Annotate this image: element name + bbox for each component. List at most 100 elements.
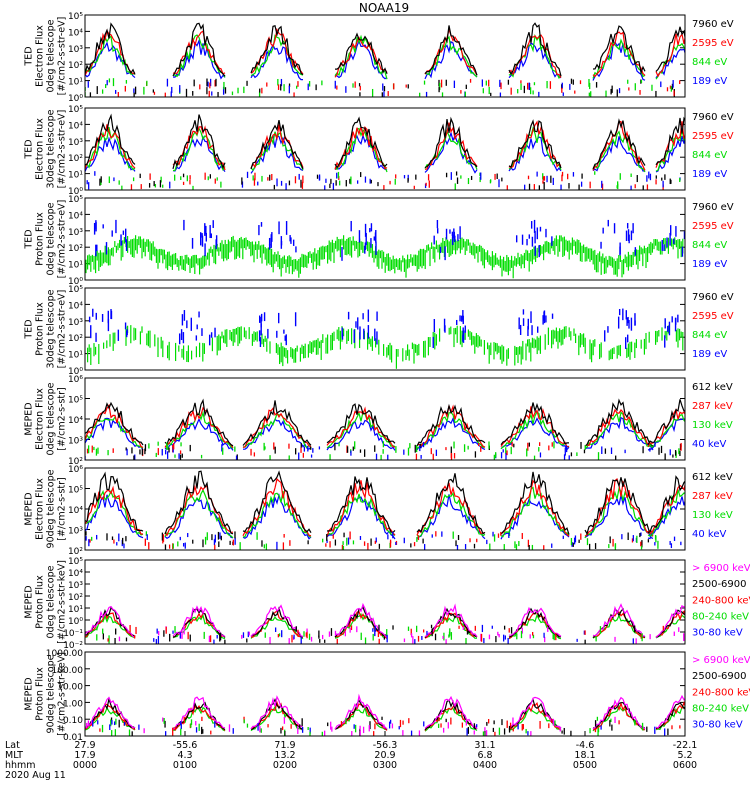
- y-axis-title-line: TED: [24, 319, 35, 339]
- y-tick-label: 10¹: [68, 78, 83, 88]
- legend-entry: 2595 eV: [692, 131, 734, 142]
- y-axis-title-line: 0deg telescope: [46, 19, 57, 92]
- y-axis-title-line: TED: [24, 139, 35, 159]
- series-trace: [250, 604, 304, 638]
- series-trace: [584, 416, 654, 451]
- series-trace: [424, 129, 478, 170]
- y-tick-label: 10³: [68, 527, 83, 537]
- x-tick-label-mlt: 5.2: [677, 750, 692, 761]
- y-tick-label: 10⁴: [68, 121, 83, 131]
- x-tick-label-mlt: 4.3: [177, 750, 192, 761]
- y-tick-label: 10⁵: [68, 12, 83, 22]
- series-trace: [85, 489, 144, 536]
- data-traces: [85, 693, 685, 736]
- y-tick-label: 10⁵: [68, 285, 83, 295]
- y-axis-title-line: 30deg telescope: [46, 289, 57, 368]
- y-tick-label: 10³: [68, 318, 83, 328]
- panel-frame: [84, 559, 686, 645]
- series-trace: [584, 495, 654, 539]
- y-tick-label: 10⁴: [68, 211, 83, 221]
- series-trace: [416, 494, 486, 540]
- x-row-label: MLT: [5, 750, 23, 761]
- y-tick-label: 10⁵: [68, 557, 83, 567]
- y-axis-title-line: [#/cm2-s-str-eV]: [57, 110, 68, 189]
- x-tick-label-hhmm: 0100: [173, 760, 197, 771]
- series-trace: [85, 41, 136, 79]
- series-trace: [509, 606, 562, 637]
- series-trace: [326, 406, 396, 448]
- series-trace: [500, 406, 570, 448]
- series-trace: [334, 127, 388, 173]
- x-tick-label-hhmm: 0300: [373, 760, 397, 771]
- y-axis-title-line: [#/cm2-s-str-keV]: [57, 560, 68, 644]
- series-trace: [172, 605, 226, 637]
- legend-entry: 30-80 keV: [692, 628, 743, 639]
- series-trace: [85, 494, 144, 539]
- series-trace: [592, 611, 646, 639]
- x-tick-label-lat: 27.9: [74, 740, 95, 751]
- y-tick-label: 10²: [68, 61, 83, 71]
- series-trace: [243, 418, 312, 450]
- y-tick-label: 10⁰: [68, 367, 83, 377]
- series-trace: [242, 490, 312, 538]
- y-axis-title-line: 90deg telescope: [46, 654, 57, 733]
- series-trace: [500, 471, 570, 535]
- panel-frame: [84, 107, 686, 191]
- series-trace: [334, 34, 388, 80]
- series-trace: [85, 614, 136, 639]
- y-tick-label: 10³: [68, 228, 83, 238]
- series-trace: [85, 22, 136, 76]
- series-trace: [164, 470, 234, 535]
- y-axis-title-line: Proton Flux: [35, 667, 46, 721]
- series-trace: [172, 114, 226, 170]
- y-axis-title-line: Proton Flux: [35, 212, 46, 266]
- chart-title: NOAA19: [359, 1, 409, 15]
- y-axis-title-line: Electron Flux: [35, 118, 46, 180]
- series-trace: [172, 126, 226, 172]
- x-tick-label-hhmm: 0500: [573, 760, 597, 771]
- y-tick-label: 10⁶: [68, 375, 83, 385]
- y-axis-title-line: 0deg telescope: [46, 382, 57, 455]
- series-trace: [655, 135, 685, 173]
- legend-entry: 80-240 keV: [692, 703, 749, 714]
- series-trace: [85, 417, 144, 451]
- series-trace: [85, 485, 143, 535]
- series-trace: [334, 36, 388, 78]
- series-trace: [242, 470, 312, 534]
- series-trace: [334, 705, 388, 731]
- data-traces: [85, 219, 685, 279]
- x-row-label: Lat: [5, 740, 20, 751]
- series-trace: [172, 38, 226, 80]
- legend-entry: 2595 eV: [692, 311, 734, 322]
- y-tick-label: 10⁰: [68, 187, 83, 197]
- series-trace: [326, 403, 396, 444]
- y-axis-title-line: MEPED: [24, 402, 35, 435]
- y-axis-title-line: 0deg telescope: [46, 202, 57, 275]
- y-axis-title-line: Electron Flux: [35, 388, 46, 450]
- x-row-label: hhmm: [5, 760, 36, 771]
- series-trace: [242, 400, 312, 446]
- y-tick-label: 10¹: [68, 605, 83, 615]
- series-trace: [250, 606, 304, 638]
- legend-entry: 7960 eV: [692, 19, 734, 30]
- legend-entry: 2595 eV: [692, 221, 734, 232]
- y-axis-title-line: [#/cm2-s-str-eV]: [57, 290, 68, 369]
- series-trace: [250, 119, 304, 170]
- y-tick-label: 10⁴: [68, 416, 83, 426]
- y-tick-label: 1000.00: [46, 649, 83, 659]
- series-trace: [584, 408, 654, 447]
- y-tick-label: 10⁻²: [63, 641, 83, 651]
- y-tick-label: 10⁰: [68, 94, 83, 104]
- series-trace: [326, 493, 396, 536]
- legend-entry: 844 eV: [692, 57, 727, 68]
- y-tick-label: 10⁶: [68, 465, 83, 475]
- x-tick-label-lat: -56.3: [373, 740, 398, 751]
- series-trace: [592, 696, 646, 730]
- y-tick-label: 10²: [68, 154, 83, 164]
- y-axis-title-line: MEPED: [24, 492, 35, 525]
- y-tick-label: 10⁴: [68, 301, 83, 311]
- y-axis-title-line: 30deg telescope: [46, 109, 57, 188]
- data-traces: [85, 470, 685, 550]
